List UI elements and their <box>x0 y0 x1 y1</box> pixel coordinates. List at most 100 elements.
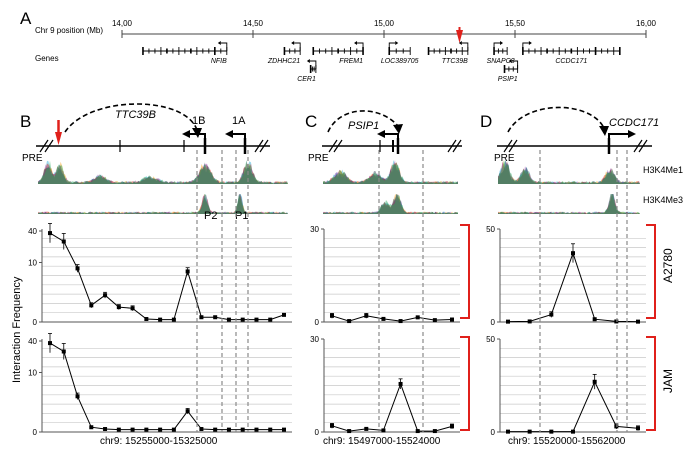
panel-a-genes-label: Genes <box>35 54 59 63</box>
gene-label: SNAPC3 <box>487 58 515 65</box>
cell-line-label-jam: JAM <box>661 369 675 393</box>
data-point <box>506 319 510 324</box>
panel-a-tick-label: 14,00 <box>112 19 133 28</box>
panel-c-coord-label: chr9: 15497000-15524000 <box>323 436 441 447</box>
track-d-h3k4me3 <box>498 194 640 214</box>
data-point <box>381 316 386 321</box>
gene-loc389705: LOC389705 <box>381 41 419 65</box>
gene-label: CER1 <box>297 76 316 83</box>
data-point <box>48 341 52 346</box>
y-tick-label: 0 <box>33 428 38 437</box>
panel-d-gene-label: CCDC171 <box>609 117 659 129</box>
y-tick-label: 30 <box>310 225 319 234</box>
chart-c-a2780: 0 30 <box>310 225 460 327</box>
data-point <box>103 293 108 298</box>
y-axis-label: Interaction Frequency <box>11 276 23 383</box>
data-point <box>571 251 575 256</box>
track-d-h3k4me1 <box>498 160 640 184</box>
series-line <box>49 232 285 321</box>
gene-nfib: NFIB <box>142 41 228 65</box>
y-tick-label: 50 <box>486 335 495 344</box>
bracket-c-jam <box>460 336 470 431</box>
data-point <box>506 429 510 434</box>
data-point <box>347 429 352 434</box>
panel-a-genes: NFIB ZDHHC21 CER1 FREM1 LOC389705 TTC39B SNAPC… <box>142 41 621 83</box>
chip-seq-tracks <box>38 160 640 214</box>
data-point <box>75 394 80 399</box>
data-point <box>130 306 135 311</box>
panel-b-schematic <box>36 103 270 154</box>
gene-label: NFIB <box>211 58 227 65</box>
data-point <box>158 427 163 432</box>
chart-c-jam: 0 30 <box>310 335 460 437</box>
data-point <box>527 429 532 434</box>
panel-d-coord-label: chr9: 15520000-15562000 <box>508 436 626 447</box>
track-label-h3k4me1: H3K4Me1 <box>643 165 683 175</box>
panel-a-tick-label: 14,50 <box>243 19 264 28</box>
y-tick-label: 0 <box>33 318 38 327</box>
gene-cer1: CER1 <box>297 59 317 83</box>
bracket-d-a2780 <box>646 224 656 319</box>
panel-b-letter: B <box>20 112 31 131</box>
panel-c-gene-label: PSIP1 <box>348 120 379 132</box>
data-point <box>636 319 640 324</box>
gene-label: CCDC171 <box>555 58 587 65</box>
panel-a-letter: A <box>20 9 32 28</box>
gene-ccdc171: CCDC171 <box>522 41 621 65</box>
series-line <box>331 382 453 432</box>
panel-a-axis-label: Chr 9 position (Mb) <box>35 26 103 35</box>
data-point <box>254 317 259 322</box>
track-c-h3k4me1 <box>323 160 458 184</box>
gene-frem1: FREM1 <box>312 41 364 65</box>
panel-b-promoter-p2: P2 <box>204 210 217 222</box>
interaction-charts: 0 10 40 0 10 40 0 30 0 30 0 50 0 50 <box>28 223 646 437</box>
data-point <box>364 313 369 318</box>
track-c-h3k4me3 <box>323 194 458 214</box>
data-point <box>330 313 334 318</box>
panel-a-tick-label: 15,50 <box>505 19 526 28</box>
panel-d-schematic <box>497 106 652 154</box>
gene-zdhhc21: ZDHHC21 <box>267 41 301 65</box>
data-point <box>592 317 597 322</box>
data-point <box>398 319 403 324</box>
data-point <box>213 427 218 432</box>
panel-b-coord-label: chr9: 15255000-15325000 <box>100 436 218 447</box>
data-point <box>185 269 190 274</box>
y-tick-label: 10 <box>28 368 37 377</box>
panel-b-gene-label: TTC39B <box>115 109 156 121</box>
data-point <box>61 239 66 244</box>
gene-ttc39b: TTC39B <box>427 41 469 65</box>
data-point <box>282 427 286 432</box>
panel-a-tick-label: 15,00 <box>374 19 395 28</box>
panel-c-schematic <box>322 110 462 154</box>
series-line <box>508 380 639 433</box>
data-point <box>226 427 231 432</box>
data-point <box>415 315 420 320</box>
red-arrow-icon <box>55 132 62 145</box>
data-point <box>450 317 454 322</box>
data-point <box>116 305 121 310</box>
data-point <box>89 425 94 430</box>
data-point <box>347 319 352 324</box>
gene-snapc3: SNAPC3 <box>487 41 515 65</box>
data-point <box>330 423 334 428</box>
panel-b-promoter-p1: P1 <box>235 210 248 222</box>
data-point <box>213 315 218 320</box>
chart-d-jam: 0 50 <box>486 335 646 437</box>
bracket-c-a2780 <box>460 224 470 319</box>
data-point <box>527 319 532 324</box>
data-point <box>636 426 640 431</box>
data-point <box>614 319 619 324</box>
data-point <box>144 427 149 432</box>
data-point <box>48 231 52 236</box>
data-point <box>116 427 121 432</box>
panel-b-pre-label: PRE <box>22 153 43 164</box>
chart-b-jam: 0 10 40 <box>28 333 292 437</box>
data-point <box>268 317 273 322</box>
data-point <box>381 428 386 433</box>
data-point <box>185 409 190 414</box>
data-point <box>61 349 66 354</box>
chart-b-a2780: 0 10 40 <box>28 223 292 327</box>
y-tick-label: 50 <box>486 225 495 234</box>
